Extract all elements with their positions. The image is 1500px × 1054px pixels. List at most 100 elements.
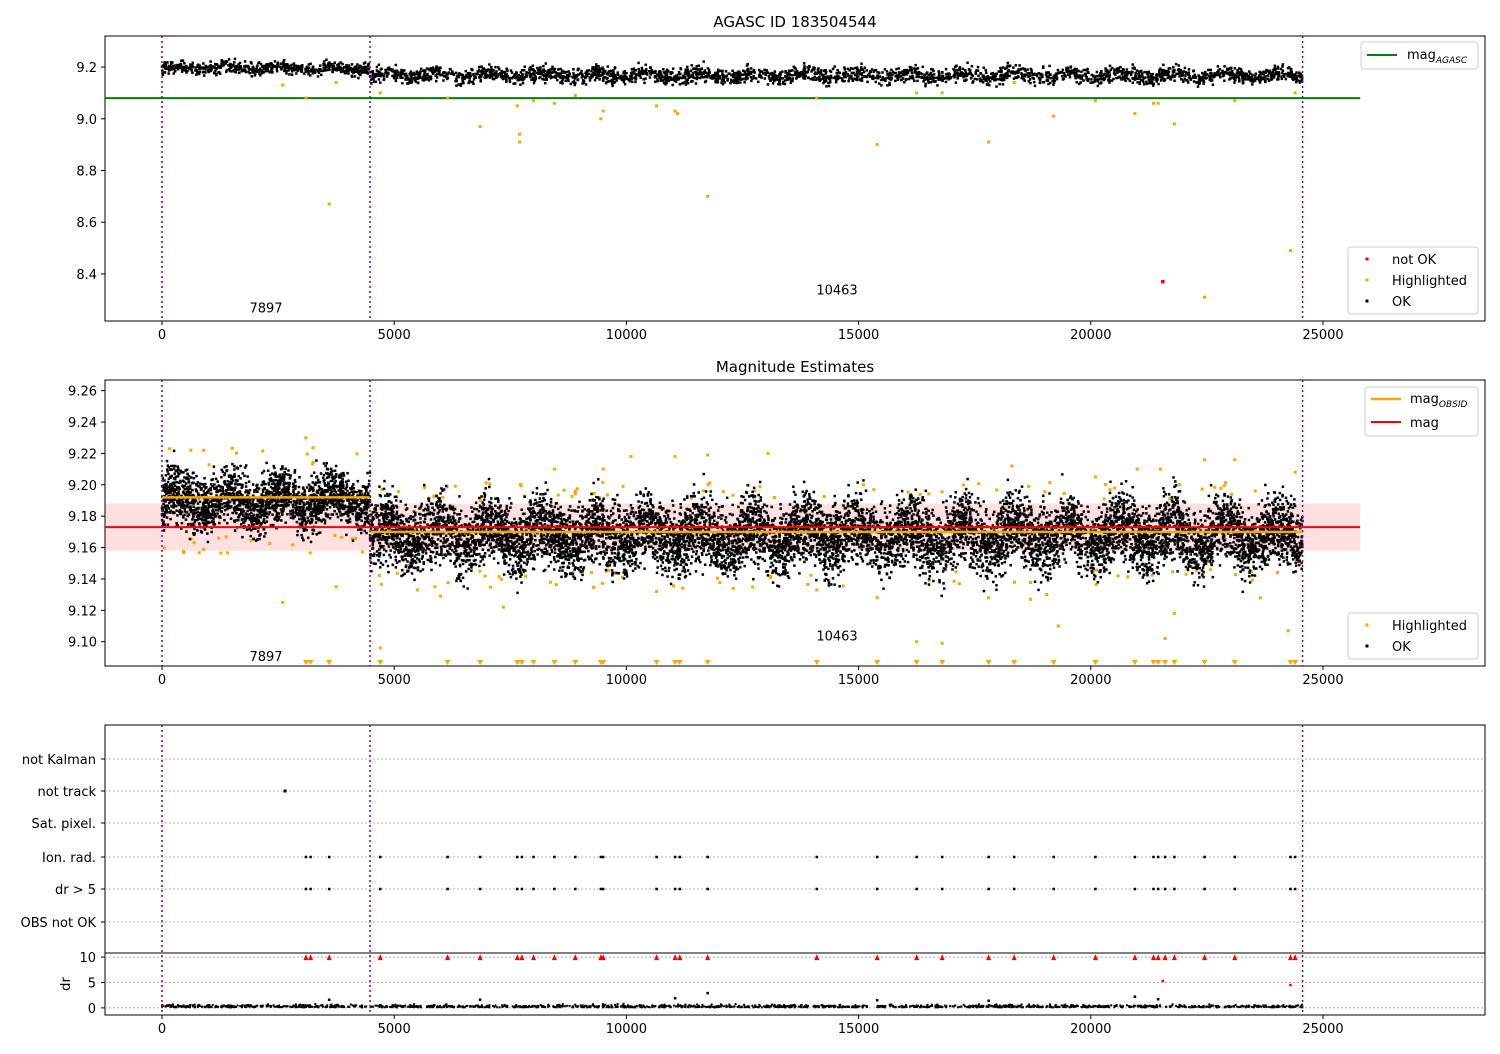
ok-point <box>359 74 362 77</box>
ok-point <box>911 75 914 78</box>
ok-point <box>977 66 980 69</box>
ok-point <box>346 486 349 489</box>
highlighted-point <box>524 575 527 578</box>
ok-point <box>759 71 762 74</box>
ok-point <box>662 79 665 82</box>
ok-point <box>605 81 608 84</box>
ok-point <box>692 74 695 77</box>
ok-point <box>365 532 368 535</box>
ok-point <box>1172 66 1175 69</box>
ok-point <box>289 493 292 496</box>
highlighted-point <box>555 583 558 586</box>
ok-point <box>1002 66 1005 69</box>
ok-point <box>638 68 641 71</box>
legend-label: not OK <box>1392 253 1437 268</box>
ok-point <box>1042 81 1045 84</box>
highlighted-point <box>208 463 211 466</box>
ok-point <box>186 70 189 73</box>
highlighted-point <box>1013 81 1016 84</box>
ok-point <box>293 62 296 65</box>
ok-point <box>702 72 705 75</box>
ok-point <box>476 73 479 76</box>
ok-point <box>1262 78 1265 81</box>
highlighted-point <box>202 548 205 551</box>
ok-point <box>1193 80 1196 83</box>
ok-point <box>803 62 806 64</box>
ok-point <box>542 65 545 68</box>
highlighted-point <box>549 581 552 584</box>
ok-point <box>938 75 941 78</box>
ok-point <box>426 67 429 70</box>
ok-point <box>336 506 339 509</box>
highlighted-point <box>927 492 930 495</box>
ok-point <box>709 77 712 80</box>
ok-point <box>335 465 338 468</box>
ok-point <box>352 513 355 516</box>
ok-point <box>525 73 528 76</box>
ok-point <box>276 68 279 71</box>
ok-point <box>292 512 295 515</box>
ok-point <box>1041 76 1044 79</box>
ok-point <box>880 79 883 82</box>
ok-point <box>280 468 283 471</box>
ok-point <box>242 472 245 475</box>
ok-point <box>200 67 203 70</box>
ok-point <box>598 73 601 76</box>
ok-point <box>194 66 197 69</box>
ok-point <box>269 62 272 65</box>
ok-point <box>695 71 698 74</box>
ok-point <box>625 72 628 75</box>
ok-point <box>1290 74 1293 77</box>
ok-point <box>1249 72 1252 75</box>
highlighted-point <box>516 104 519 107</box>
ok-point <box>813 68 816 71</box>
ok-point <box>737 71 740 74</box>
legend-label: Highlighted <box>1392 274 1467 289</box>
ok-point <box>1242 82 1245 85</box>
ok-point <box>216 512 219 515</box>
ok-point <box>839 72 842 75</box>
ok-point <box>239 490 242 493</box>
ok-point <box>289 474 292 477</box>
ok-point <box>214 63 217 66</box>
ok-point <box>1258 71 1261 74</box>
ok-point <box>1219 76 1222 79</box>
ok-point <box>834 76 837 79</box>
highlighted-point <box>311 463 314 466</box>
ok-point <box>268 71 271 74</box>
ok-point <box>234 486 237 489</box>
highlighted-point <box>592 586 595 589</box>
ok-point <box>494 72 497 75</box>
ok-point <box>553 70 556 73</box>
ok-point <box>173 450 176 453</box>
not-ok-point <box>1161 280 1165 284</box>
highlighted-point <box>532 99 535 102</box>
x-tick-label: 10000 <box>606 328 647 343</box>
highlighted-point <box>309 551 312 554</box>
ok-point <box>192 505 195 508</box>
ok-point <box>1141 72 1144 75</box>
ok-point <box>959 69 962 72</box>
ok-point <box>675 75 678 78</box>
ok-point <box>1039 78 1042 81</box>
ok-point <box>257 530 260 533</box>
ok-point <box>779 73 782 76</box>
ok-point <box>252 483 255 486</box>
ok-point <box>309 63 312 66</box>
ok-point <box>500 75 503 78</box>
ok-point <box>177 68 180 71</box>
ok-point <box>406 75 409 78</box>
ok-point <box>932 70 935 73</box>
highlighted-point <box>489 586 492 589</box>
ok-point <box>1017 71 1020 74</box>
highlighted-point <box>731 494 734 497</box>
ok-point <box>1123 77 1126 80</box>
ok-point <box>806 70 809 73</box>
ok-point <box>611 83 614 86</box>
ok-point <box>649 76 652 79</box>
ok-point <box>945 68 948 71</box>
highlighted-point <box>328 203 331 206</box>
highlighted-point <box>433 585 436 588</box>
ok-point <box>1251 75 1254 78</box>
ok-point <box>173 72 176 75</box>
